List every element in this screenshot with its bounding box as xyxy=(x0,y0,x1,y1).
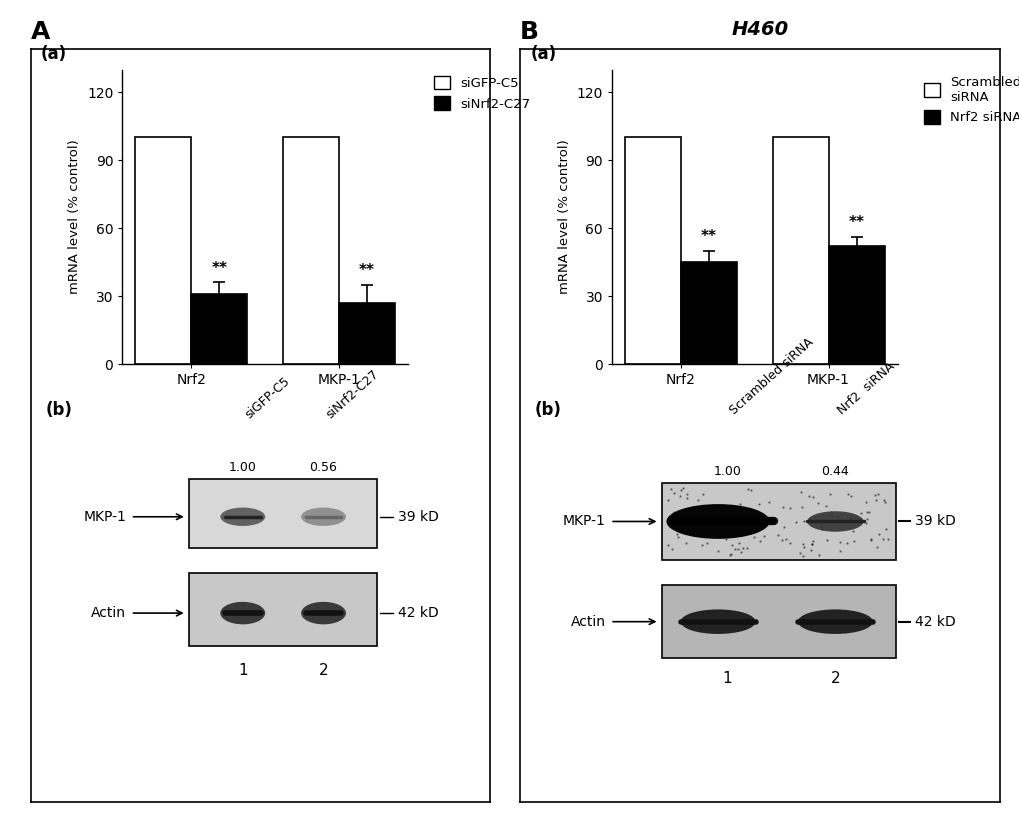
Text: MKP-1: MKP-1 xyxy=(562,515,605,528)
Bar xyxy=(661,585,896,658)
Legend: siGFP-C5, siNrf2-C27: siGFP-C5, siNrf2-C27 xyxy=(428,70,535,116)
Bar xyxy=(771,137,827,364)
Bar xyxy=(189,479,377,548)
Bar xyxy=(282,137,338,364)
Ellipse shape xyxy=(665,504,769,539)
Text: 1: 1 xyxy=(237,663,248,678)
Ellipse shape xyxy=(797,609,872,634)
Text: 42 kD: 42 kD xyxy=(914,614,955,629)
Y-axis label: mRNA level (% control): mRNA level (% control) xyxy=(68,139,82,294)
Bar xyxy=(136,137,192,364)
Bar xyxy=(189,573,377,646)
Bar xyxy=(192,294,248,364)
Text: **: ** xyxy=(211,261,227,276)
Text: 39 kD: 39 kD xyxy=(397,510,438,524)
Text: (b): (b) xyxy=(535,401,561,419)
Bar xyxy=(338,303,394,364)
Text: 0.44: 0.44 xyxy=(820,465,849,478)
Text: (a): (a) xyxy=(41,45,67,63)
Text: 42 kD: 42 kD xyxy=(397,606,438,620)
Ellipse shape xyxy=(680,609,755,634)
Text: **: ** xyxy=(700,229,716,244)
Text: 1: 1 xyxy=(721,672,732,686)
Text: Actin: Actin xyxy=(570,614,605,629)
Bar xyxy=(625,137,681,364)
Ellipse shape xyxy=(220,602,265,624)
Bar xyxy=(661,483,896,560)
Text: Scrambled siRNA: Scrambled siRNA xyxy=(727,335,815,417)
Text: 2: 2 xyxy=(829,672,840,686)
Text: 1.00: 1.00 xyxy=(713,465,741,478)
Text: MKP-1: MKP-1 xyxy=(84,510,126,524)
Ellipse shape xyxy=(301,602,345,624)
Bar xyxy=(827,246,883,364)
Text: H460: H460 xyxy=(731,20,788,39)
Text: 2: 2 xyxy=(318,663,328,678)
Text: 39 kD: 39 kD xyxy=(914,515,955,528)
Text: **: ** xyxy=(359,263,375,278)
Text: **: ** xyxy=(848,215,864,231)
Text: (a): (a) xyxy=(530,45,556,63)
Ellipse shape xyxy=(301,507,345,526)
Text: siNrf2-C27: siNrf2-C27 xyxy=(323,367,381,421)
Text: 1.00: 1.00 xyxy=(228,461,257,474)
Ellipse shape xyxy=(806,511,863,532)
Y-axis label: mRNA level (% control): mRNA level (% control) xyxy=(557,139,571,294)
Text: siGFP-C5: siGFP-C5 xyxy=(243,375,292,421)
Text: (b): (b) xyxy=(45,401,72,419)
Text: Actin: Actin xyxy=(91,606,126,620)
Bar xyxy=(681,262,737,364)
Text: B: B xyxy=(520,20,539,44)
Legend: Scrambled
siRNA, Nrf2 siRNA: Scrambled siRNA, Nrf2 siRNA xyxy=(917,70,1019,129)
Text: 0.56: 0.56 xyxy=(310,461,337,474)
Ellipse shape xyxy=(220,507,265,526)
Text: A: A xyxy=(31,20,50,44)
Text: Nrf2  siRNA: Nrf2 siRNA xyxy=(835,360,897,417)
